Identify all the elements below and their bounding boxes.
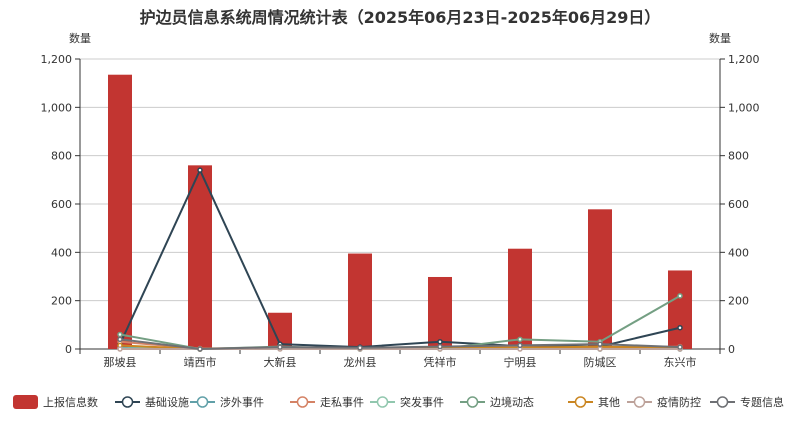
legend-item[interactable]: 疫情防控 xyxy=(627,392,701,412)
x-tick-label: 龙州县 xyxy=(344,356,377,369)
legend-item[interactable]: 走私事件 xyxy=(290,392,364,412)
legend-label: 涉外事件 xyxy=(220,396,264,409)
legend-item[interactable]: 专题信息 xyxy=(710,392,784,412)
legend-item[interactable]: 边境动态 xyxy=(460,392,534,412)
right-tick-label: 1,000 xyxy=(728,101,760,114)
legend-line-marker xyxy=(568,396,593,408)
bar[interactable] xyxy=(508,248,532,349)
data-point[interactable] xyxy=(117,346,123,352)
left-tick-label: 400 xyxy=(51,246,72,259)
legend-label: 突发事件 xyxy=(400,396,444,409)
legend-label: 走私事件 xyxy=(320,396,364,409)
legend-line-marker xyxy=(370,396,395,408)
series-line[interactable] xyxy=(119,338,681,351)
legend-label: 基础设施 xyxy=(145,396,189,409)
data-point[interactable] xyxy=(277,344,283,350)
legend-label: 专题信息 xyxy=(740,396,784,409)
right-tick-label: 1,200 xyxy=(728,53,760,66)
data-point[interactable] xyxy=(677,293,683,299)
data-point[interactable] xyxy=(197,346,203,352)
bar[interactable] xyxy=(188,165,212,349)
left-tick-label: 200 xyxy=(51,295,72,308)
x-tick-label: 凭祥市 xyxy=(424,355,457,369)
chart-title: 护边员信息系统周情况统计表（2025年06月23日-2025年06月29日） xyxy=(139,8,661,27)
left-tick-label: 600 xyxy=(51,198,72,211)
x-tick-label: 靖西市 xyxy=(184,355,217,369)
left-tick-label: 0 xyxy=(65,343,72,356)
left-y-axis: 0 200 400 600 800 1,000 1,200 数量 xyxy=(41,32,92,356)
bar[interactable] xyxy=(428,276,452,349)
x-tick-label: 大新县 xyxy=(264,355,297,369)
bar[interactable] xyxy=(108,74,132,349)
chart-svg: 0 200 400 600 800 1,000 1,200 数量 0 200 400 600 800 1… xyxy=(41,32,760,369)
right-tick-label: 400 xyxy=(728,246,749,259)
legend-item[interactable]: 其他 xyxy=(568,392,620,412)
legend-label: 边境动态 xyxy=(490,396,534,409)
right-tick-label: 800 xyxy=(728,150,749,163)
right-tick-label: 600 xyxy=(728,198,749,211)
x-tick-label: 东兴市 xyxy=(664,355,697,369)
legend: 上报信息数 基础设施 涉外事件 走私事件 突发事件 边境动态 其他 疫情防控 专题信息 xyxy=(0,392,800,414)
x-tick-label: 那坡县 xyxy=(104,356,137,369)
right-tick-label: 0 xyxy=(728,343,735,356)
left-axis-name: 数量 xyxy=(69,32,91,45)
x-tick-label: 防城区 xyxy=(584,355,617,369)
bar[interactable] xyxy=(668,270,692,349)
data-point[interactable] xyxy=(437,343,443,350)
legend-item[interactable]: 涉外事件 xyxy=(190,392,264,412)
legend-label: 其他 xyxy=(598,396,620,409)
left-tick-label: 1,200 xyxy=(41,53,73,66)
right-y-axis: 0 200 400 600 800 1,000 1,200 数量 xyxy=(709,32,760,356)
bar[interactable] xyxy=(588,209,612,349)
bar[interactable] xyxy=(348,253,372,349)
data-point[interactable] xyxy=(677,344,683,350)
legend-line-marker xyxy=(627,396,652,408)
legend-line-marker xyxy=(460,396,485,408)
grid-lines xyxy=(80,58,720,302)
data-point[interactable] xyxy=(517,342,523,349)
data-point[interactable] xyxy=(197,167,203,173)
legend-line-marker xyxy=(290,396,315,408)
data-point[interactable] xyxy=(597,346,603,352)
data-point[interactable] xyxy=(357,345,363,351)
legend-bar-swatch xyxy=(13,395,38,409)
data-point[interactable] xyxy=(597,341,603,347)
data-point[interactable] xyxy=(117,336,123,343)
x-tick-label: 宁明县 xyxy=(504,355,537,369)
x-axis: 那坡县 靖西市 大新县 龙州县 凭祥市 宁明县 防城区 东兴市 xyxy=(79,348,721,369)
legend-item[interactable]: 突发事件 xyxy=(370,392,444,412)
right-tick-label: 200 xyxy=(728,295,749,308)
legend-label: 上报信息数 xyxy=(43,396,98,409)
legend-item[interactable]: 上报信息数 xyxy=(13,392,98,412)
right-axis-name: 数量 xyxy=(709,32,731,45)
legend-line-marker xyxy=(710,396,735,408)
legend-label: 疫情防控 xyxy=(657,396,701,409)
line-series[interactable] xyxy=(117,167,683,352)
left-tick-label: 800 xyxy=(51,150,72,163)
data-point[interactable] xyxy=(677,324,683,331)
data-point[interactable] xyxy=(517,336,523,343)
bar-series[interactable] xyxy=(108,74,692,349)
data-point[interactable] xyxy=(437,339,443,345)
left-tick-label: 1,000 xyxy=(41,101,73,114)
data-point[interactable] xyxy=(117,331,123,338)
legend-item[interactable]: 基础设施 xyxy=(115,392,189,412)
legend-line-marker xyxy=(190,396,215,408)
legend-line-marker xyxy=(115,396,140,408)
